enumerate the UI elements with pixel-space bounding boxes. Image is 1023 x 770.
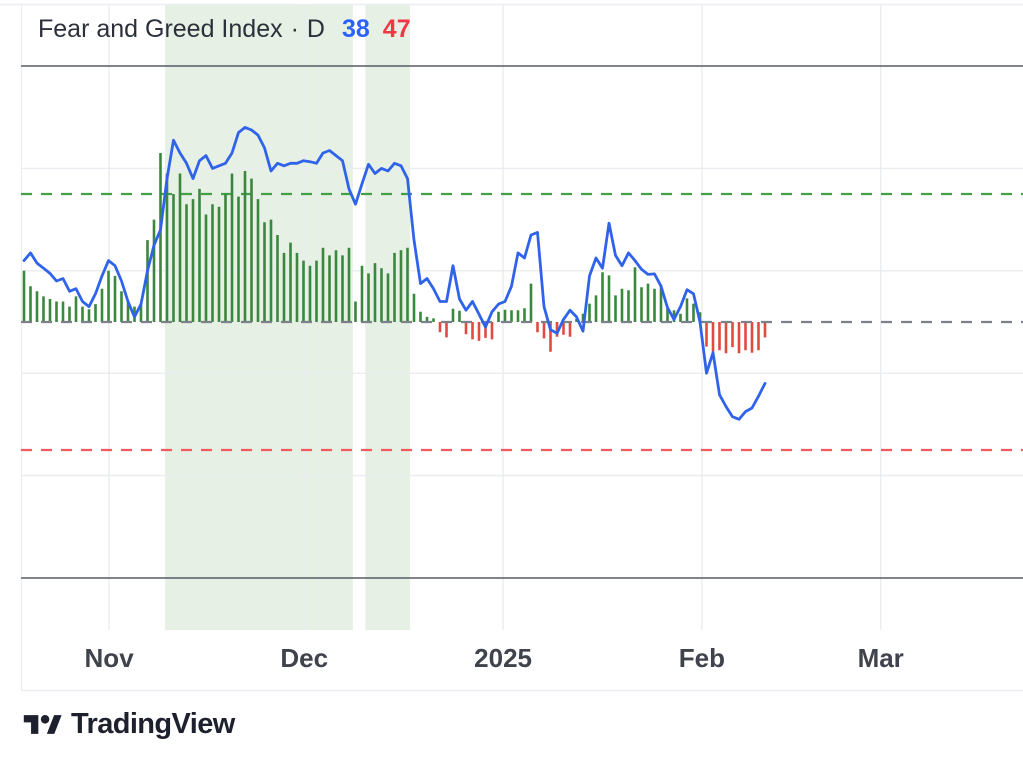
tradingview-attribution-link[interactable]: TradingView: [21, 708, 235, 741]
legend-interval: D: [306, 15, 325, 43]
histogram-bars-fear: [438, 322, 767, 354]
gridlines: [21, 5, 1023, 630]
extreme-greed-bands: [165, 5, 411, 630]
tradingview-logo-icon: [23, 715, 62, 734]
chart-legend: Fear and Greed Index · D 38 47: [38, 14, 411, 44]
legend-histogram-value: 47: [382, 15, 411, 43]
histogram-bars-greed: [22, 153, 702, 322]
legend-line-value: 38: [341, 15, 370, 43]
legend-separator: ·: [290, 15, 299, 43]
x-axis-label: 2025: [474, 643, 532, 673]
x-axis-labels: Nov Dec 2025 Feb Mar: [85, 643, 904, 673]
tradingview-wordmark: TradingView: [71, 708, 235, 740]
legend-title: Fear and Greed Index: [38, 15, 283, 43]
index-line: [22, 126, 767, 421]
x-axis-label: Feb: [679, 643, 725, 673]
x-axis-label: Mar: [858, 643, 904, 673]
x-axis-label: Nov: [85, 643, 135, 673]
x-axis-label: Dec: [280, 643, 328, 673]
